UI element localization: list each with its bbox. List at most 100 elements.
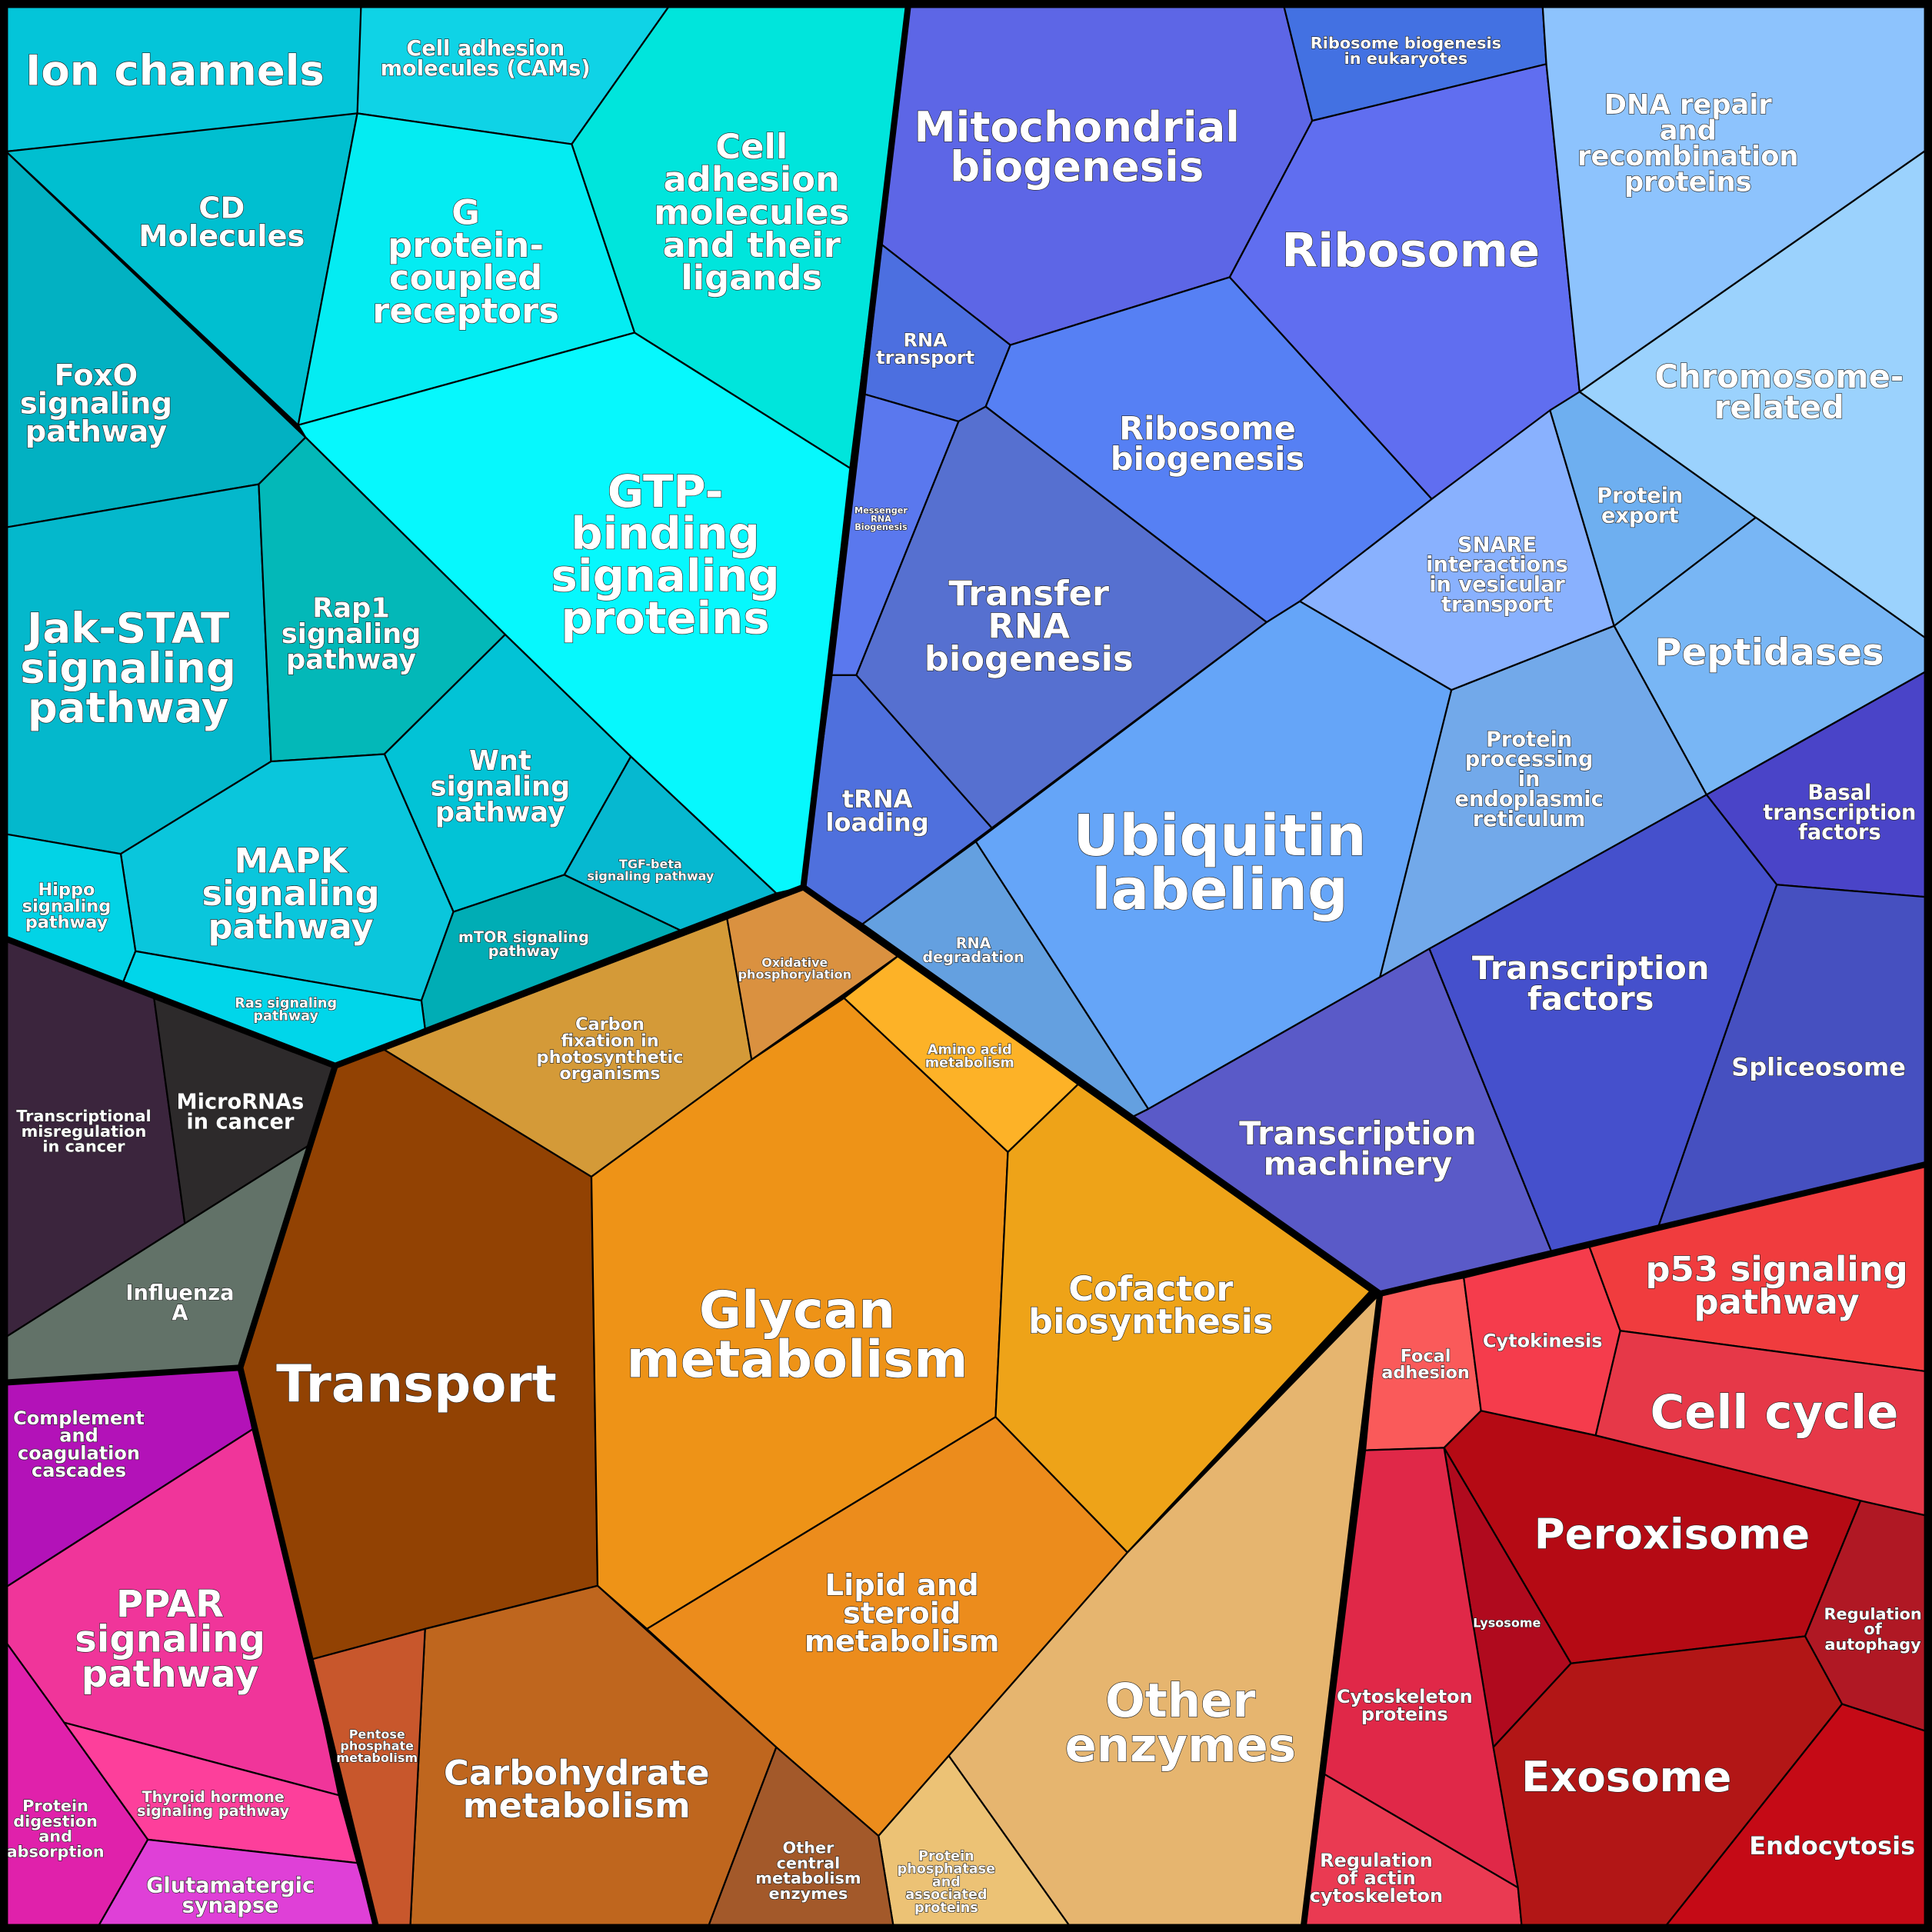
label-line: PPAR xyxy=(116,1583,224,1626)
label-line: export xyxy=(1601,504,1679,528)
label-line: Regulation xyxy=(1320,1850,1433,1871)
group-boundary xyxy=(237,1367,379,1927)
label-line: Ribosome biogenesis xyxy=(1311,34,1501,52)
label-line: of actin xyxy=(1337,1867,1416,1889)
label-influenza-a: Influenza A xyxy=(125,1281,234,1325)
label-line: Chromosome- xyxy=(1655,358,1904,395)
label-line: phosphate xyxy=(340,1739,414,1754)
label-line: TGF-beta xyxy=(619,857,682,871)
label-line: Cytoskeleton xyxy=(1337,1686,1473,1707)
label-line: autophagy xyxy=(1824,1635,1921,1654)
label-line: endoplasmic xyxy=(1455,788,1604,811)
label-protein-digestion-and-absorption: Protein digestion and absorption xyxy=(7,1797,105,1860)
label-line: MicroRNAs xyxy=(177,1091,305,1114)
label-line: Protein xyxy=(918,1849,974,1864)
label-cell-adhesion-molecules-and-their-ligands: Cell adhesion molecules and their ligands xyxy=(654,126,849,298)
label-micrornas-in-cancer: MicroRNAs in cancer xyxy=(177,1091,305,1134)
label-line: and xyxy=(59,1425,98,1447)
label-line: proteins xyxy=(1624,166,1752,198)
label-line: Ubiquitin xyxy=(1073,804,1366,869)
label-line: signaling xyxy=(22,896,111,916)
label-line: factors xyxy=(1527,980,1654,1018)
label-line: Mitochondrial xyxy=(914,102,1239,152)
label-ribosome-biogenesis: Ribosome biogenesis xyxy=(1111,410,1304,478)
cell-cofactor-biosynthesis[interactable] xyxy=(994,1083,1371,1554)
label-line: digestion xyxy=(13,1812,98,1830)
label-line: molecules (CAMs) xyxy=(381,57,591,81)
label-line: in vesicular xyxy=(1429,573,1565,597)
label-line: Jak-STAT xyxy=(24,604,229,653)
label-line: signaling xyxy=(20,386,172,421)
label-line: misregulation xyxy=(22,1122,147,1141)
label-line: RNA xyxy=(871,514,891,524)
label-line: Transfer xyxy=(948,573,1109,614)
label-line: pathway xyxy=(435,797,565,828)
label-foxo-signaling-pathway: FoxO signaling pathway xyxy=(20,358,172,449)
label-line: Focal xyxy=(1401,1347,1451,1367)
label-protein-export: Protein export xyxy=(1597,484,1683,528)
label-line: biogenesis xyxy=(950,142,1204,192)
label-line: pathway xyxy=(25,415,168,449)
label-line: signaling xyxy=(20,643,236,692)
label-chromosome-related: Chromosome-related xyxy=(1655,358,1904,426)
label-pentose-phosphate-metabolism: Pentose phosphate metabolism xyxy=(336,1727,418,1764)
label-line: pathway xyxy=(488,942,560,960)
label-line: absorption xyxy=(7,1842,105,1860)
label-line: and xyxy=(38,1827,72,1846)
label-line: pathway xyxy=(28,683,228,732)
label-line: related xyxy=(1714,388,1844,426)
label-line: Messenger xyxy=(854,506,908,516)
label-line: in eukaryotes xyxy=(1344,49,1468,68)
label-wnt-signaling-pathway: Wnt signaling pathway xyxy=(431,745,571,828)
label-peptidases: Peptidases xyxy=(1654,631,1884,674)
label-dna-repair-and-recombination-proteins: DNA repair and recombination proteins xyxy=(1577,89,1798,198)
label-line: metabolism xyxy=(755,1869,861,1887)
label-line: Endocytosis xyxy=(1749,1831,1915,1860)
label-glutamatergic-synapse: Glutamatergic synapse xyxy=(146,1874,315,1918)
label-line: and their xyxy=(663,225,841,265)
label-line: biogenesis xyxy=(924,638,1134,679)
label-line: pathway xyxy=(286,644,416,675)
label-line: adhesion xyxy=(663,159,840,200)
label-line: metabolism xyxy=(925,1055,1014,1071)
label-basal-transcription-factors: Basal transcription factors xyxy=(1763,781,1916,844)
label-line: Thyroid hormone xyxy=(142,1788,284,1806)
label-line: FoxO xyxy=(55,358,138,393)
label-line: in cancer xyxy=(42,1138,125,1156)
label-line: central xyxy=(777,1854,841,1872)
label-line: A xyxy=(172,1301,188,1325)
label-line: Basal xyxy=(1807,781,1871,804)
label-line: machinery xyxy=(1264,1144,1453,1182)
label-line: Influenza xyxy=(125,1281,234,1305)
label-lipid-and-steroid-metabolism: Lipid and steroid metabolism xyxy=(804,1568,1000,1659)
label-line: Pentose xyxy=(349,1727,405,1741)
label-line: Ribosome xyxy=(1119,410,1296,448)
label-line: transport xyxy=(876,347,974,368)
label-trna-loading: tRNA loading xyxy=(826,784,929,837)
label-rna-degradation: RNA degradation xyxy=(922,934,1024,966)
label-line: Cell adhesion xyxy=(406,37,565,61)
label-line: binding xyxy=(571,508,759,560)
group-boundary xyxy=(5,884,1927,1297)
label-line: and xyxy=(1660,115,1717,146)
label-line: enzymes xyxy=(1064,1718,1296,1773)
label-line: RNA xyxy=(988,606,1070,647)
label-line: pathway xyxy=(25,913,108,933)
label-ppar-signaling-pathway: PPAR signaling pathway xyxy=(75,1583,265,1696)
label-cytoskeleton-proteins: Cytoskeleton proteins xyxy=(1337,1686,1473,1725)
label-line: metabolism xyxy=(463,1785,691,1826)
label-line: Oxidative xyxy=(761,955,828,970)
group-boundaries xyxy=(5,5,1927,1927)
label-line: Cofactor xyxy=(1068,1268,1233,1309)
label-other-enzymes: Other enzymes xyxy=(1064,1674,1296,1773)
label-line: Ribosome xyxy=(1281,224,1540,278)
label-line: ligands xyxy=(681,257,822,298)
group-boundary xyxy=(800,5,911,888)
label-line: Exosome xyxy=(1521,1752,1731,1801)
label-line: Cytokinesis xyxy=(1483,1330,1603,1351)
label-peroxisome: Peroxisome xyxy=(1534,1510,1810,1559)
label-line: Complement xyxy=(13,1407,145,1429)
label-line: Protein xyxy=(22,1797,88,1815)
label-ubiquitin-labeling: Ubiquitin labeling xyxy=(1073,804,1366,923)
label-line: Cell xyxy=(715,126,788,167)
